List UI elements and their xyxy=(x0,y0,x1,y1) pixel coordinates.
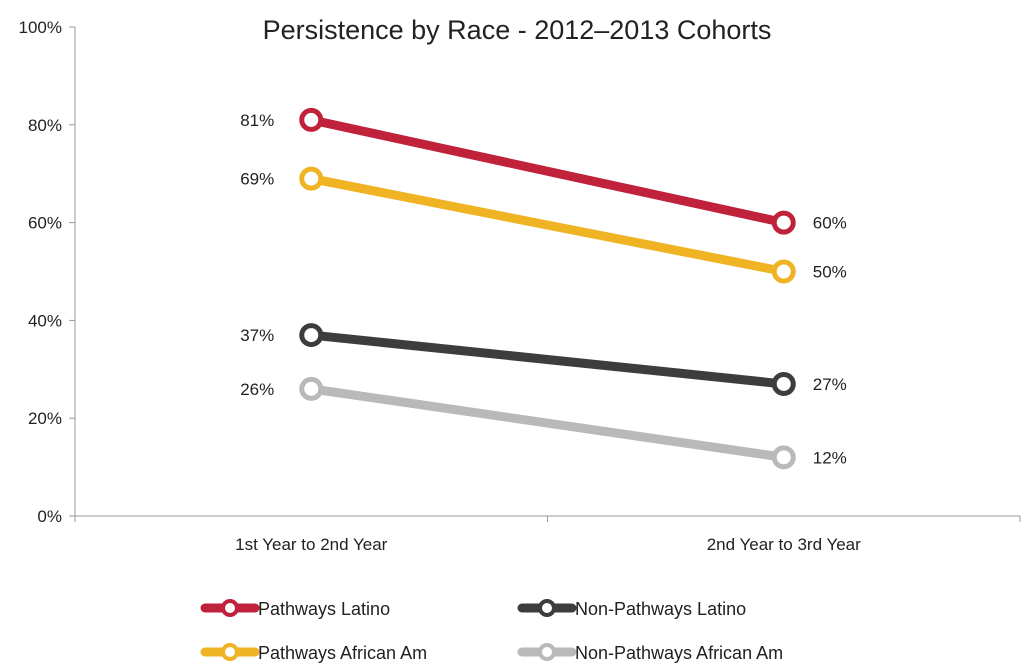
y-tick-label: 100% xyxy=(19,18,62,37)
legend-label: Non-Pathways Latino xyxy=(575,599,746,619)
y-tick-label: 20% xyxy=(28,409,62,428)
data-point-marker xyxy=(299,166,324,191)
data-label: 12% xyxy=(813,448,847,467)
series-non-pathways-latino: 37% 27% xyxy=(240,323,847,396)
series-line xyxy=(306,330,789,389)
y-tick-label: 40% xyxy=(28,311,62,330)
x-category-label: 2nd Year to 3rd Year xyxy=(707,535,861,554)
x-category-label: 1st Year to 2nd Year xyxy=(235,535,388,554)
legend-label: Pathways Latino xyxy=(258,599,390,619)
y-tick-label: 80% xyxy=(28,116,62,135)
legend-label: Pathways African Am xyxy=(258,643,427,663)
legend-item: Non-Pathways Latino xyxy=(517,599,746,619)
series-line xyxy=(306,384,789,462)
data-point-marker xyxy=(771,259,796,284)
data-label: 27% xyxy=(813,375,847,394)
y-tick-label: 0% xyxy=(37,507,62,526)
legend-label: Non-Pathways African Am xyxy=(575,643,783,663)
data-label: 60% xyxy=(813,214,847,233)
legend-swatch-marker xyxy=(538,643,556,661)
series-pathways-african-am: 69% 50% xyxy=(240,166,847,284)
legend-swatch-marker xyxy=(221,643,239,661)
data-label: 37% xyxy=(240,326,274,345)
series-layer: 81% 60% 69% 50% 37% 27% 26% 12% xyxy=(240,107,847,470)
series-line xyxy=(306,115,789,228)
data-label: 69% xyxy=(240,170,274,189)
legend-swatch-marker xyxy=(221,599,239,617)
data-label: 50% xyxy=(813,263,847,282)
legend-item: Pathways Latino xyxy=(200,599,390,619)
data-point-marker xyxy=(299,323,324,348)
data-label: 81% xyxy=(240,111,274,130)
chart-axes: 0% 20% 40% 60% 80% 100% 1st Year to 2nd Year 2n… xyxy=(19,18,1021,554)
data-point-marker xyxy=(771,445,796,470)
legend-item: Non-Pathways African Am xyxy=(517,643,783,663)
y-tick-label: 60% xyxy=(28,214,62,233)
data-point-marker xyxy=(299,376,324,401)
series-pathways-latino: 81% 60% xyxy=(240,107,847,235)
data-point-marker xyxy=(771,210,796,235)
legend-swatch-marker xyxy=(538,599,556,617)
data-label: 26% xyxy=(240,380,274,399)
series-non-pathways-african-am: 26% 12% xyxy=(240,376,847,470)
chart-legend: Pathways Latino Non-Pathways Latino Pathwa… xyxy=(200,599,783,663)
data-point-marker xyxy=(771,371,796,396)
legend-item: Pathways African Am xyxy=(200,643,427,663)
series-line xyxy=(306,174,789,276)
data-point-marker xyxy=(299,107,324,132)
chart-title: Persistence by Race - 2012–2013 Cohorts xyxy=(263,15,772,45)
